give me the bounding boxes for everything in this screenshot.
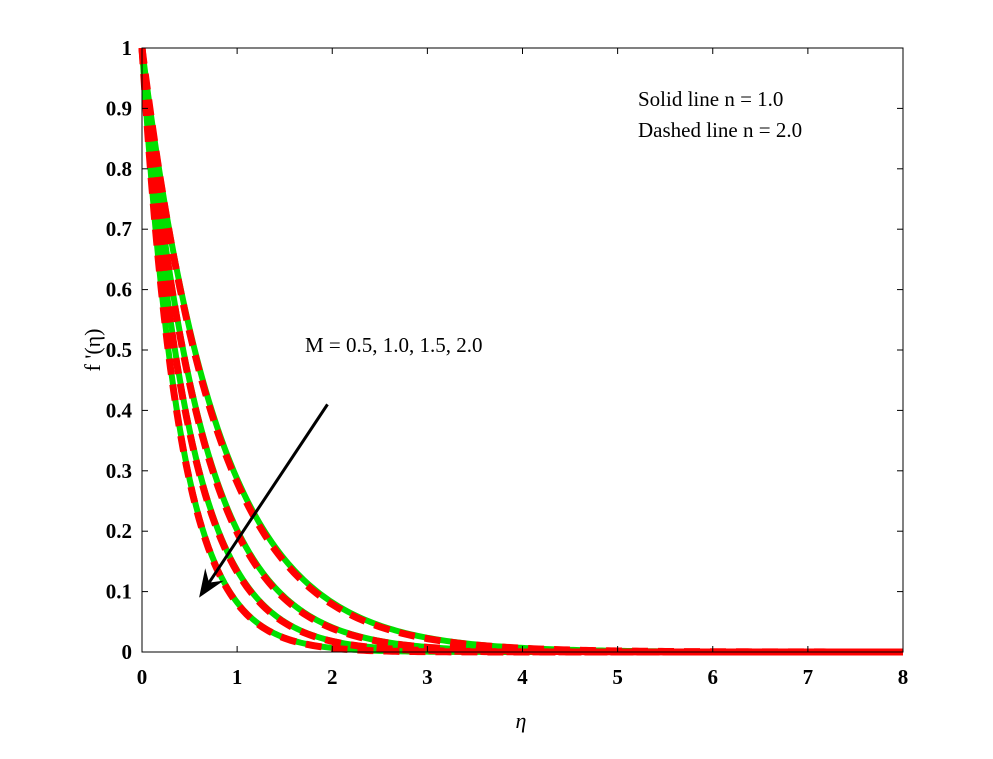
x-tick-label: 6 xyxy=(708,665,719,689)
arrow-head xyxy=(199,568,224,598)
legend-line-solid: Solid line n = 1.0 xyxy=(638,87,783,111)
y-tick-label: 0.2 xyxy=(106,519,132,543)
x-tick-label: 1 xyxy=(232,665,243,689)
x-tick-label: 7 xyxy=(803,665,814,689)
x-axis-label: η xyxy=(516,708,527,733)
y-tick-label: 0.6 xyxy=(106,278,132,302)
y-tick-label: 0.9 xyxy=(106,96,132,120)
y-tick-label: 0.1 xyxy=(106,580,132,604)
x-tick-label: 3 xyxy=(422,665,433,689)
x-tick-label: 5 xyxy=(612,665,623,689)
arrow-layer xyxy=(199,403,329,598)
arrow-shaft xyxy=(207,403,329,584)
m-values-annotation: M = 0.5, 1.0, 1.5, 2.0 xyxy=(305,333,483,357)
y-axis-label: f '(η) xyxy=(80,329,105,372)
y-tick-label: 1 xyxy=(122,36,133,60)
y-tick-label: 0.7 xyxy=(106,217,132,241)
x-tick-label: 0 xyxy=(137,665,148,689)
ticks-layer: 0 1 2 3 4 5 6 7 8 0 0.1 0.2 0.3 0.4 0.5 0.6 0.7 0.8 0.9 1 xyxy=(106,36,909,689)
y-tick-label: 0.3 xyxy=(106,459,132,483)
x-tick-label: 8 xyxy=(898,665,909,689)
legend-line-dashed: Dashed line n = 2.0 xyxy=(638,118,802,142)
x-tick-label: 2 xyxy=(327,665,338,689)
y-tick-label: 0.4 xyxy=(106,398,133,422)
y-tick-label: 0 xyxy=(122,640,133,664)
x-tick-label: 4 xyxy=(517,665,528,689)
y-tick-label: 0.5 xyxy=(106,338,132,362)
y-tick-label: 0.8 xyxy=(106,157,132,181)
